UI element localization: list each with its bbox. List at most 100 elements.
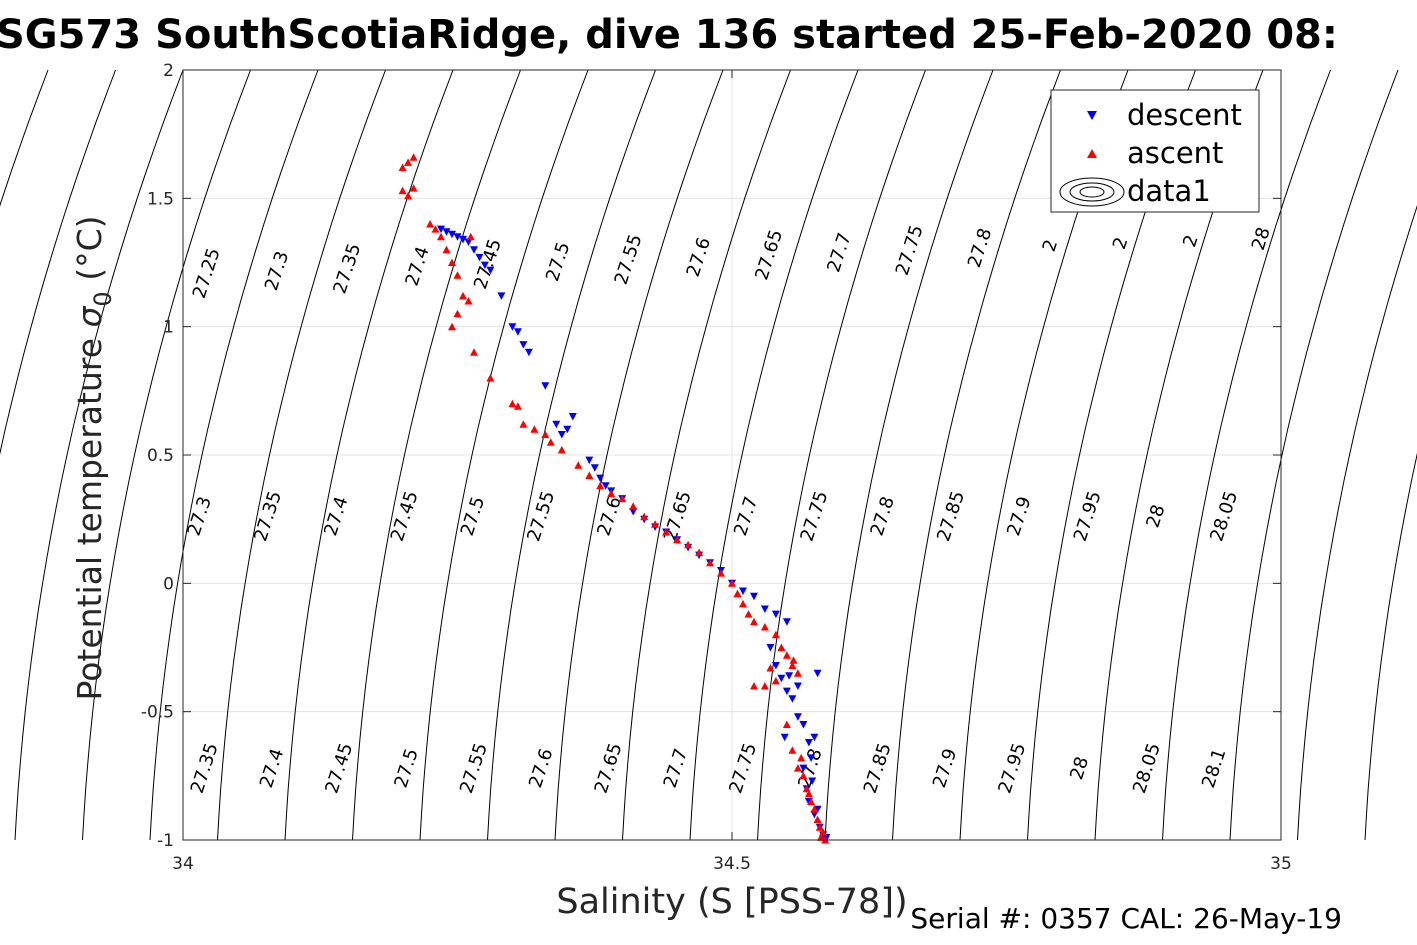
- ascent-point: [782, 651, 791, 659]
- descent-point: [629, 508, 638, 516]
- descent-point: [475, 253, 484, 262]
- ascent-point: [398, 186, 407, 195]
- ascent-point: [695, 548, 704, 556]
- descent-point: [793, 682, 802, 690]
- ascent-point: [750, 682, 758, 690]
- descent-point: [568, 413, 577, 421]
- ascent-point: [760, 623, 769, 631]
- ascent-point: [815, 823, 824, 831]
- legend-ascent-label: ascent: [1127, 136, 1223, 170]
- ascent-point: [398, 163, 407, 171]
- x-tick-label: 34.5: [713, 854, 751, 874]
- ascent-point: [530, 425, 539, 433]
- y-axis-label-main: Potential temperature: [70, 328, 109, 701]
- x-tick-label: 34: [172, 854, 194, 874]
- ascent-point: [733, 589, 742, 598]
- legend-ascent-marker: [1087, 149, 1097, 158]
- y-axis-ticks: -1 -0.5 0 0.5 1 1.5 2: [141, 61, 1281, 851]
- descent-point: [777, 674, 786, 683]
- density-contour-line: [419, 69, 589, 841]
- ascent-point: [459, 291, 467, 300]
- ascent-point: [541, 430, 550, 438]
- ascent-point: [596, 481, 605, 490]
- descent-point: [563, 425, 572, 434]
- ascent-point: [673, 535, 682, 544]
- descent-point: [508, 323, 517, 331]
- descent-point: [497, 292, 506, 300]
- descent-point: [771, 662, 780, 670]
- descent-point: [788, 695, 797, 703]
- y-tick-label: 1.5: [147, 189, 174, 209]
- ascent-point: [760, 682, 769, 690]
- ascent-point: [437, 232, 445, 241]
- ascent-point: [771, 676, 780, 685]
- ascent-point: [453, 309, 462, 318]
- descent-point: [782, 687, 791, 696]
- descent-point: [524, 348, 533, 357]
- data-points: [398, 153, 831, 844]
- density-contour-line: [622, 69, 791, 841]
- y-tick-label: -1: [157, 831, 174, 851]
- descent-point: [780, 733, 789, 742]
- density-contour-line: [689, 69, 859, 841]
- legend-descent-marker: [1087, 111, 1097, 120]
- legend-descent-label: descent: [1127, 98, 1242, 132]
- descent-point: [486, 266, 495, 275]
- descent-point: [807, 754, 816, 762]
- descent-point: [808, 777, 817, 785]
- descent-point: [585, 456, 594, 465]
- ascent-point: [788, 746, 797, 754]
- ascent-point: [409, 184, 418, 192]
- descent-point: [804, 739, 813, 747]
- chart-title: SG573 SouthScotiaRidge, dive 136 started…: [0, 12, 1338, 58]
- ascent-point: [789, 656, 798, 664]
- density-contour-line: [554, 69, 724, 841]
- ascent-point: [448, 322, 456, 331]
- descent-point: [596, 474, 605, 483]
- descent-point: [459, 235, 467, 244]
- y-axis-label-subscript: 0: [89, 291, 117, 306]
- descent-point: [766, 644, 775, 652]
- descent-point: [810, 733, 819, 742]
- density-contour-line: [0, 69, 116, 456]
- y-axis-label-sigma: σ: [70, 306, 109, 328]
- legend-contour-icon: [1059, 177, 1125, 207]
- density-contour-line: [217, 69, 386, 841]
- ascent-point: [519, 420, 528, 428]
- descent-point: [739, 587, 747, 595]
- descent-point: [442, 228, 451, 236]
- density-contour-line: [1297, 205, 1417, 841]
- descent-point: [760, 605, 769, 613]
- ascent-point: [793, 669, 802, 677]
- ascent-point: [662, 528, 671, 536]
- descent-point: [601, 482, 610, 490]
- ascent-point: [574, 461, 583, 469]
- y-tick-label: -0.5: [141, 703, 174, 723]
- descent-point: [552, 420, 561, 429]
- ascent-point: [426, 220, 435, 228]
- y-axis-label: Potential temperature σ0 (°C): [70, 216, 117, 701]
- density-contour-line: [352, 69, 521, 841]
- density-contour-line: [487, 69, 656, 841]
- ascent-point: [813, 815, 822, 823]
- descent-point: [750, 592, 758, 601]
- ascent-point: [409, 153, 418, 161]
- density-contour-line: [1229, 69, 1399, 841]
- y-tick-label: 0: [163, 574, 174, 594]
- ascent-point: [744, 610, 753, 618]
- ascent-point: [782, 720, 791, 728]
- descent-point: [464, 238, 473, 246]
- descent-point: [437, 225, 445, 234]
- x-axis-ticks: 34 34.5 35: [172, 70, 1292, 874]
- ascent-point: [486, 374, 495, 382]
- ascent-point: [448, 258, 456, 266]
- descent-point: [590, 464, 599, 472]
- ascent-point: [557, 445, 566, 454]
- descent-point: [557, 431, 566, 439]
- ascent-point: [464, 297, 473, 305]
- ascent-point: [816, 833, 825, 841]
- density-contour-line: [0, 69, 49, 207]
- y-axis-label-unit: (°C): [70, 216, 109, 292]
- ascent-point: [797, 753, 806, 762]
